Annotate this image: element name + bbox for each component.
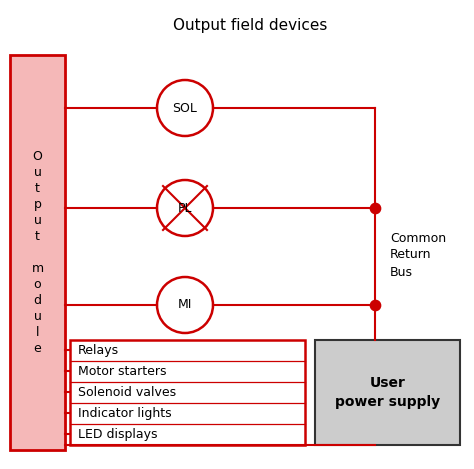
Text: MI: MI <box>178 298 192 311</box>
Text: Solenoid valves: Solenoid valves <box>78 386 176 399</box>
Bar <box>70 340 305 445</box>
Circle shape <box>157 80 213 136</box>
Text: User
power supply: User power supply <box>335 376 440 409</box>
Bar <box>10 55 65 450</box>
Text: O
u
t
p
u
t
 
m
o
d
u
l
e: O u t p u t m o d u l e <box>31 150 44 355</box>
Text: Indicator lights: Indicator lights <box>78 407 172 420</box>
Point <box>371 204 379 212</box>
Text: Output field devices: Output field devices <box>173 18 327 33</box>
Text: PL: PL <box>178 202 192 214</box>
Circle shape <box>157 180 213 236</box>
Point <box>371 301 379 309</box>
Text: Common
Return
Bus: Common Return Bus <box>390 232 446 279</box>
Circle shape <box>157 277 213 333</box>
Bar <box>315 340 460 445</box>
Text: Relays: Relays <box>78 344 119 357</box>
Text: SOL: SOL <box>173 101 198 114</box>
Text: Motor starters: Motor starters <box>78 365 166 378</box>
Text: LED displays: LED displays <box>78 428 157 441</box>
